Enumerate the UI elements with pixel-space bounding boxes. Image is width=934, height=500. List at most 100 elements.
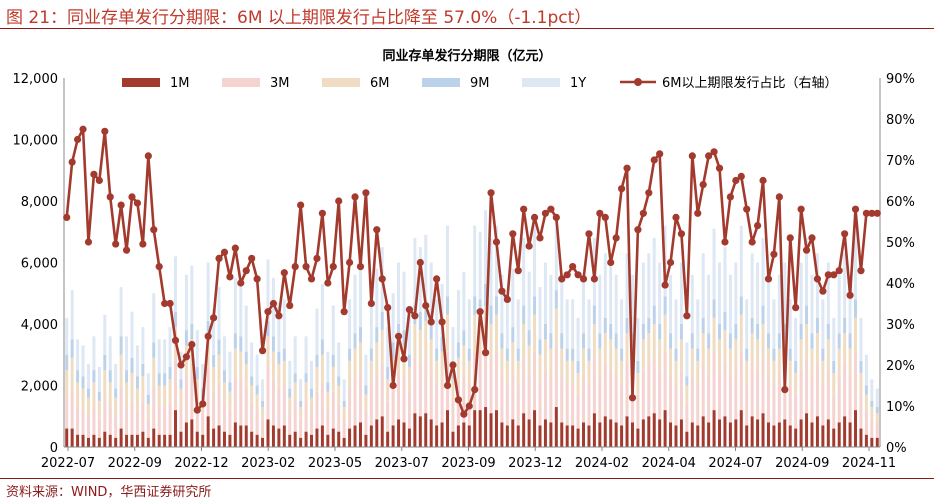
bar-1M-129 <box>766 422 770 447</box>
bar-9M-77 <box>484 284 488 306</box>
bar-6M-76 <box>478 317 482 355</box>
bar-9M-27 <box>212 354 216 368</box>
bar-3M-41 <box>288 413 292 435</box>
share-point-53 <box>351 193 359 201</box>
bar-1Y-90 <box>554 216 558 291</box>
bar-3M-28 <box>217 382 221 426</box>
bar-6M-94 <box>576 373 580 395</box>
bar-3M-1 <box>70 388 74 429</box>
bar-1M-38 <box>271 425 275 447</box>
bar-9M-4 <box>86 388 90 398</box>
share-point-99 <box>601 213 609 221</box>
share-point-138 <box>813 275 822 283</box>
bar-9M-85 <box>527 330 531 346</box>
bar-1M-100 <box>609 419 613 447</box>
bar-6M-145 <box>854 317 858 352</box>
bar-3M-83 <box>516 385 520 426</box>
bar-1M-28 <box>217 425 221 447</box>
bar-3M-5 <box>92 407 96 435</box>
bar-9M-92 <box>565 348 569 361</box>
bar-9M-116 <box>696 348 700 361</box>
bar-9M-110 <box>663 296 667 315</box>
bar-1Y-70 <box>446 225 450 297</box>
bar-6M-34 <box>250 385 254 404</box>
bar-9M-125 <box>745 348 749 361</box>
bar-1M-141 <box>832 428 836 447</box>
share-point-56 <box>367 299 375 308</box>
x-tick-label: 2024-07 <box>708 456 762 471</box>
share-point-28 <box>215 254 223 262</box>
bar-1Y-84 <box>522 237 526 306</box>
bar-1Y-40 <box>282 299 286 349</box>
bar-1M-40 <box>282 425 286 447</box>
bar-3M-134 <box>794 394 798 429</box>
bar-9M-51 <box>342 400 346 408</box>
share-point-132 <box>781 386 789 394</box>
bar-1M-74 <box>467 425 471 447</box>
bar-6M-73 <box>462 345 466 377</box>
x-tick-label: 2024-09 <box>775 456 829 471</box>
axes-group: 0 2,000 4,000 6,000 8,000 10,000 12,000 0% 10% 20… <box>13 72 915 471</box>
bar-9M-79 <box>494 296 498 315</box>
bar-1M-48 <box>326 434 330 447</box>
bar-1M-143 <box>843 416 847 447</box>
bar-9M-39 <box>277 351 281 364</box>
bar-9M-50 <box>337 376 341 386</box>
x-tick-label: 2022-07 <box>41 456 95 471</box>
bar-1Y-26 <box>206 262 210 321</box>
bar-3M-49 <box>331 391 335 429</box>
bar-1Y-91 <box>560 274 564 334</box>
bar-1Y-125 <box>745 299 749 349</box>
bar-6M-87 <box>538 354 542 383</box>
bar-1M-135 <box>799 419 803 447</box>
bar-6M-134 <box>794 373 798 395</box>
bar-1M-123 <box>734 419 738 447</box>
share-point-93 <box>569 263 577 271</box>
bar-1Y-24 <box>195 330 199 368</box>
chart: 同业存单发行分期限（亿元） 1M 3M 6M 9M 1Y 6M以上期限发行占比（右轴） 0… <box>13 48 915 471</box>
bar-6M-97 <box>592 324 596 358</box>
bar-9M-145 <box>854 299 858 318</box>
bar-3M-101 <box>614 376 618 423</box>
share-point-92 <box>563 271 571 279</box>
share-point-52 <box>346 258 354 267</box>
bar-6M-80 <box>500 348 504 377</box>
bar-3M-97 <box>592 357 596 414</box>
bar-6M-11 <box>125 382 129 408</box>
bar-1Y-47 <box>320 284 324 340</box>
bar-1Y-119 <box>712 228 716 300</box>
bar-1Y-101 <box>614 274 618 334</box>
bar-1M-9 <box>114 437 118 447</box>
bar-1Y-123 <box>734 262 738 324</box>
bar-1Y-59 <box>386 327 390 368</box>
bar-6M-0 <box>65 370 69 398</box>
bar-1M-43 <box>299 437 303 447</box>
bar-1M-101 <box>614 422 618 447</box>
bar-6M-28 <box>217 354 221 383</box>
share-point-84 <box>520 205 528 213</box>
bar-9M-83 <box>516 348 520 361</box>
bar-6M-57 <box>375 342 379 374</box>
bar-1M-82 <box>511 419 515 447</box>
bar-6M-126 <box>750 333 754 364</box>
share-point-4 <box>84 238 93 246</box>
bar-3M-79 <box>494 351 498 411</box>
bar-1Y-60 <box>391 293 395 343</box>
bar-3M-148 <box>870 419 874 438</box>
bar-3M-51 <box>342 419 346 438</box>
bar-3M-110 <box>663 351 667 411</box>
bar-1M-94 <box>576 428 580 447</box>
bar-3M-16 <box>152 388 156 429</box>
bar-9M-11 <box>125 370 129 383</box>
bar-3M-102 <box>620 385 624 426</box>
bar-1Y-8 <box>108 336 112 371</box>
bar-9M-75 <box>473 296 477 315</box>
bar-6M-142 <box>837 348 841 377</box>
bar-1M-6 <box>97 437 101 447</box>
bar-3M-53 <box>353 379 357 426</box>
bar-1Y-45 <box>310 360 314 389</box>
bar-6M-7 <box>103 370 107 398</box>
bar-1M-134 <box>794 428 798 447</box>
bar-1Y-79 <box>494 225 498 297</box>
bar-1Y-74 <box>467 299 471 349</box>
